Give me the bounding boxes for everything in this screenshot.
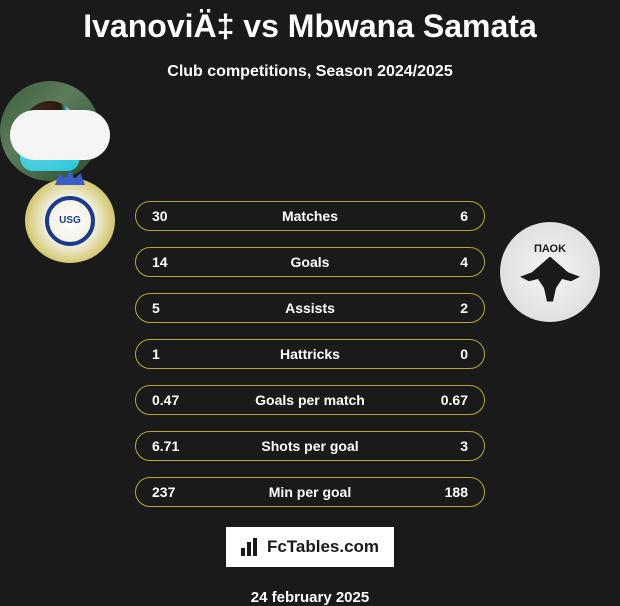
date-label: 24 february 2025: [0, 589, 620, 606]
logo-text: FcTables.com: [267, 537, 379, 557]
stat-label: Hattricks: [280, 346, 340, 362]
stat-row-assists: 5 Assists 2: [135, 293, 485, 323]
stat-right-value: 0.67: [441, 392, 468, 408]
stat-left-value: 0.47: [152, 392, 179, 408]
chart-icon: [241, 538, 263, 556]
stat-row-shots-per-goal: 6.71 Shots per goal 3: [135, 431, 485, 461]
page-title: IvanoviÄ‡ vs Mbwana Samata: [0, 0, 620, 45]
stat-label: Assists: [285, 300, 335, 316]
stat-row-goals-per-match: 0.47 Goals per match 0.67: [135, 385, 485, 415]
stat-label: Matches: [282, 208, 338, 224]
fctables-logo: FcTables.com: [226, 527, 394, 567]
stat-left-value: 5: [152, 300, 160, 316]
stat-right-value: 4: [460, 254, 468, 270]
eagle-icon: [520, 257, 580, 302]
stat-row-min-per-goal: 237 Min per goal 188: [135, 477, 485, 507]
player-left-avatar: [10, 110, 110, 160]
stat-right-value: 3: [460, 438, 468, 454]
stat-left-value: 14: [152, 254, 168, 270]
stat-label: Goals per match: [255, 392, 365, 408]
stat-row-matches: 30 Matches 6: [135, 201, 485, 231]
subtitle: Club competitions, Season 2024/2025: [0, 63, 620, 81]
stat-label: Shots per goal: [261, 438, 358, 454]
stat-left-value: 237: [152, 484, 175, 500]
stat-row-goals: 14 Goals 4: [135, 247, 485, 277]
stats-container: 30 Matches 6 14 Goals 4 5 Assists 2 1 Ha…: [135, 201, 485, 507]
stat-right-value: 2: [460, 300, 468, 316]
stat-right-value: 0: [460, 346, 468, 362]
stat-left-value: 1: [152, 346, 160, 362]
club-left-code: USG: [45, 196, 95, 246]
stat-row-hattricks: 1 Hattricks 0: [135, 339, 485, 369]
stat-right-value: 6: [460, 208, 468, 224]
club-badge-left: USG: [20, 178, 120, 268]
club-right-code: ΠΑΟΚ: [534, 243, 566, 255]
club-badge-right: ΠΑΟΚ: [500, 222, 600, 322]
stat-left-value: 6.71: [152, 438, 179, 454]
stat-label: Goals: [291, 254, 330, 270]
stat-label: Min per goal: [269, 484, 351, 500]
stat-right-value: 188: [445, 484, 468, 500]
stat-left-value: 30: [152, 208, 168, 224]
